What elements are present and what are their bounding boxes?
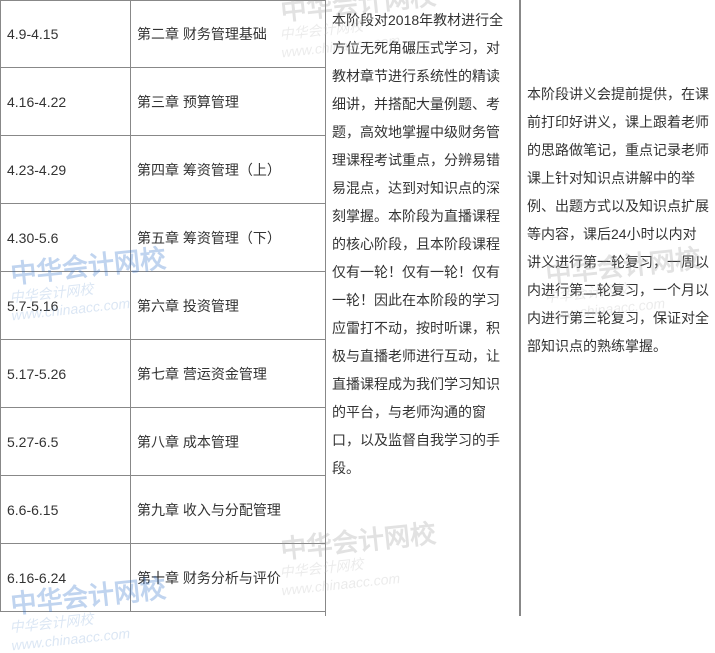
chapter-text: 第九章 收入与分配管理: [137, 500, 281, 520]
chapter-cell: 第二章 财务管理基础: [130, 0, 325, 68]
date-cell: 5.27-6.5: [0, 408, 130, 476]
chapter-column: 第二章 财务管理基础 第三章 预算管理 第四章 筹资管理（上） 第五章 筹资管理…: [130, 0, 325, 616]
date-cell: 5.7-5.16: [0, 272, 130, 340]
date-text: 4.9-4.15: [7, 26, 58, 42]
chapter-text: 第十章 财务分析与评价: [137, 568, 281, 588]
date-cell: 4.9-4.15: [0, 0, 130, 68]
chapter-cell: 第四章 筹资管理（上）: [130, 136, 325, 204]
schedule-table: 4.9-4.15 4.16-4.22 4.23-4.29 4.30-5.6 5.…: [0, 0, 715, 616]
chapter-cell: 第三章 预算管理: [130, 68, 325, 136]
chapter-text: 第五章 筹资管理（下）: [137, 228, 281, 248]
chapter-text: 第八章 成本管理: [137, 432, 239, 452]
chapter-cell: 第八章 成本管理: [130, 408, 325, 476]
date-text: 4.30-5.6: [7, 230, 58, 246]
chapter-text: 第七章 营运资金管理: [137, 364, 267, 384]
date-text: 4.23-4.29: [7, 162, 66, 178]
date-text: 6.16-6.24: [7, 570, 66, 586]
date-text: 6.6-6.15: [7, 502, 58, 518]
date-cell: 4.23-4.29: [0, 136, 130, 204]
date-text: 5.7-5.16: [7, 298, 58, 314]
date-text: 5.27-6.5: [7, 434, 58, 450]
description-column: 本阶段对2018年教材进行全方位无死角碾压式学习，对教材章节进行系统性的精读细讲…: [325, 0, 520, 616]
chapter-cell: 第五章 筹资管理（下）: [130, 204, 325, 272]
date-text: 5.17-5.26: [7, 366, 66, 382]
chapter-cell: 第七章 营运资金管理: [130, 340, 325, 408]
chapter-text: 第六章 投资管理: [137, 296, 239, 316]
chapter-text: 第三章 预算管理: [137, 92, 239, 112]
date-text: 4.16-4.22: [7, 94, 66, 110]
date-cell: 4.30-5.6: [0, 204, 130, 272]
date-cell: 6.6-6.15: [0, 476, 130, 544]
guidance-column: 本阶段讲义会提前提供，在课前打印好讲义，课上跟着老师的思路做笔记，重点记录老师课…: [520, 0, 715, 616]
stage-guidance: 本阶段讲义会提前提供，在课前打印好讲义，课上跟着老师的思路做笔记，重点记录老师课…: [520, 0, 715, 616]
chapter-cell: 第九章 收入与分配管理: [130, 476, 325, 544]
stage-description: 本阶段对2018年教材进行全方位无死角碾压式学习，对教材章节进行系统性的精读细讲…: [325, 0, 519, 616]
chapter-text: 第四章 筹资管理（上）: [137, 160, 281, 180]
date-cell: 6.16-6.24: [0, 544, 130, 612]
chapter-text: 第二章 财务管理基础: [137, 24, 267, 44]
chapter-cell: 第十章 财务分析与评价: [130, 544, 325, 612]
chapter-cell: 第六章 投资管理: [130, 272, 325, 340]
date-cell: 4.16-4.22: [0, 68, 130, 136]
date-cell: 5.17-5.26: [0, 340, 130, 408]
date-column: 4.9-4.15 4.16-4.22 4.23-4.29 4.30-5.6 5.…: [0, 0, 130, 616]
